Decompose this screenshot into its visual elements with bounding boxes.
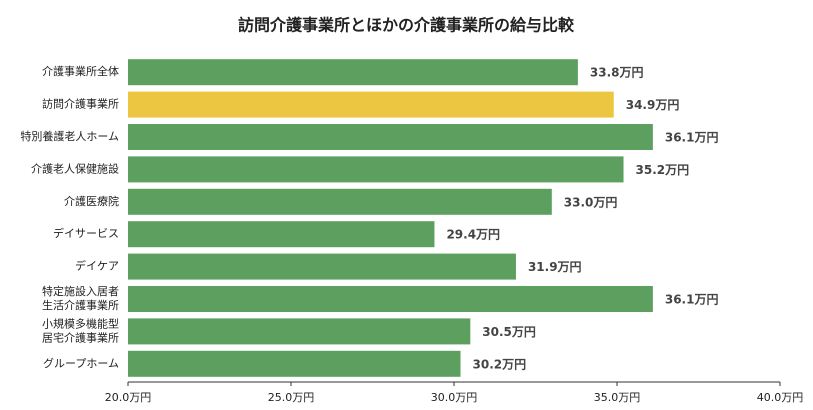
bar [128,318,471,345]
y-tick-label: 介護老人保健施設 [31,161,119,175]
y-tick-label: 特別養護老人ホーム [20,129,119,143]
value-label: 30.2万円 [473,357,527,371]
x-tick-label: 30.0万円 [431,391,478,404]
value-label: 35.2万円 [636,163,690,177]
x-tick-label: 25.0万円 [268,391,315,404]
value-label: 29.4万円 [446,228,500,242]
chart-title: 訪問介護事業所とほかの介護事業所の給与比較 [238,16,575,35]
value-label: 33.8万円 [590,66,644,80]
value-label: 33.0万円 [564,195,618,209]
bar [128,350,461,377]
value-label: 30.5万円 [482,325,536,339]
bar [128,59,578,86]
bar [128,91,614,118]
y-tick-label: デイケア [75,259,119,273]
value-label: 34.9万円 [626,98,680,112]
value-label: 36.1万円 [665,293,719,307]
y-tick-label: 介護事業所全体 [42,64,119,78]
x-tick-label: 35.0万円 [594,391,641,404]
y-tick-label: デイサービス [53,226,119,240]
bar [128,253,516,280]
x-tick-label: 40.0万円 [757,391,804,404]
y-tick-label: 特定施設入居者生活介護事業所 [42,284,119,312]
y-tick-label: 介護医療院 [64,194,119,208]
value-label: 36.1万円 [665,131,719,145]
bar [128,124,653,150]
x-tick-label: 20.0万円 [105,391,152,404]
bar [128,188,552,215]
bar [128,221,435,248]
bar [128,156,624,183]
bar [128,286,653,312]
y-tick-label: 小規模多機能型居宅介護事業所 [42,316,119,344]
value-label: 31.9万円 [528,260,582,274]
y-tick-label: グループホーム [43,356,119,370]
y-tick-label: 訪問介護事業所 [42,97,119,111]
